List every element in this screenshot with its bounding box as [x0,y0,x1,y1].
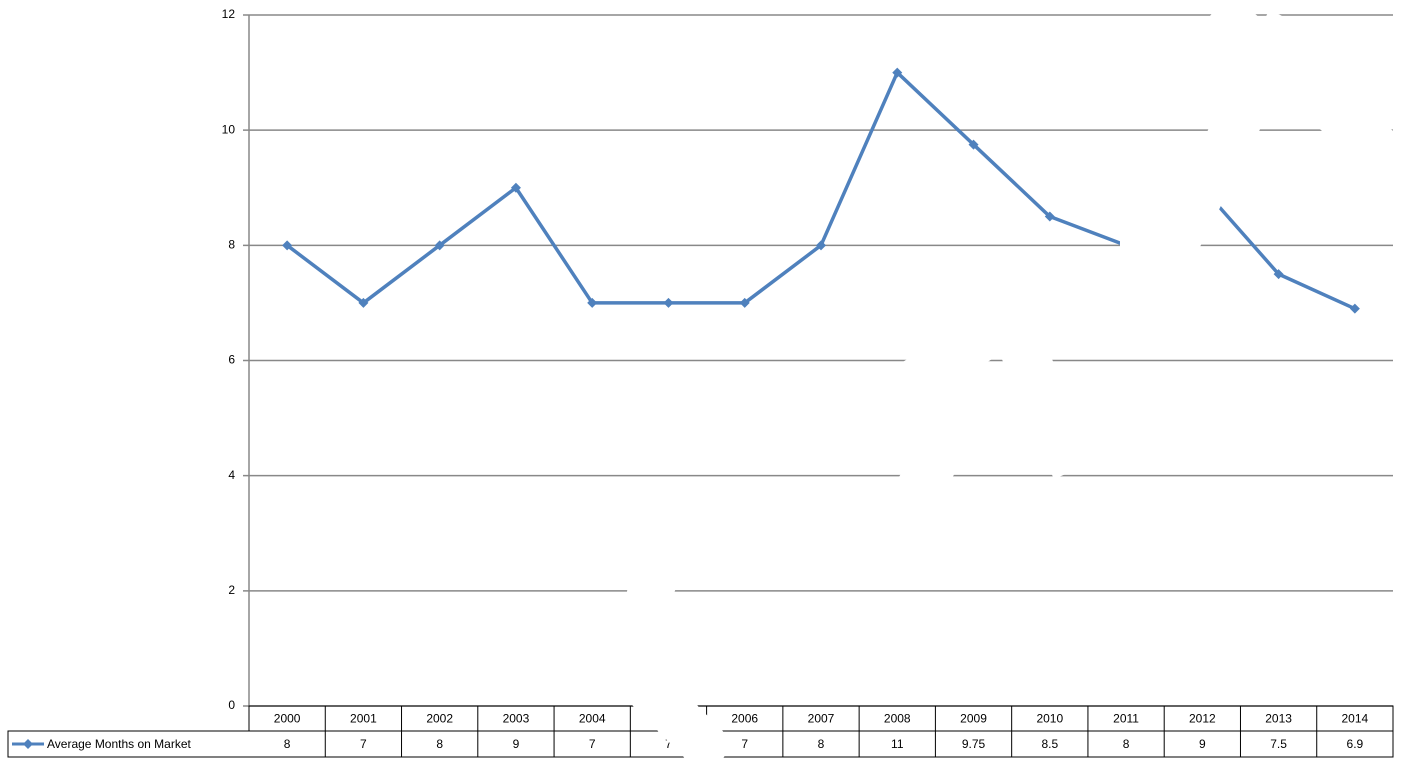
watermark-stroke [827,285,1097,480]
data-table-value: 8 [818,737,825,751]
y-tick-label: 4 [228,468,235,482]
data-point [358,297,369,308]
x-tick-label: 2012 [1189,712,1216,726]
y-tick-label: 10 [222,122,236,136]
data-point [1044,211,1055,222]
y-tick-label: 0 [228,698,235,712]
data-point [892,67,903,78]
x-tick-label: 2004 [579,712,606,726]
x-tick-label: 2000 [274,712,301,726]
data-table-value: 8.5 [1041,737,1058,751]
data-table-value: 9.75 [962,737,986,751]
data-point [1349,303,1360,314]
y-tick-label: 12 [222,7,236,21]
watermark-stroke [1120,127,1244,320]
data-table-value: 7 [589,737,596,751]
watermark [583,0,1395,761]
data-point [968,139,979,150]
x-tick-label: 2007 [808,712,835,726]
data-point [1273,269,1284,280]
watermark-stroke [1200,0,1395,168]
data-point [739,297,750,308]
x-tick-label: 2001 [350,712,377,726]
x-tick-label: 2008 [884,712,911,726]
data-table-value: 9 [513,737,520,751]
data-table-value: 8 [436,737,443,751]
x-tick-label: 2002 [426,712,453,726]
legend-label: Average Months on Market [47,737,192,751]
legend-marker [23,739,33,749]
data-point [663,297,674,308]
x-tick-label: 2011 [1113,712,1139,726]
watermark-stroke [583,623,737,761]
data-table-value: 7 [741,737,748,751]
data-point [587,297,598,308]
data-table-value: 7 [665,737,672,751]
data-point [510,182,521,193]
x-tick-label: 2006 [731,712,758,726]
data-table-value: 7 [360,737,367,751]
data-table-value: 7.5 [1270,737,1287,751]
data-table-value: 6.9 [1347,737,1364,751]
data-table-value: 8 [1123,737,1130,751]
x-tick-label: 2009 [960,712,987,726]
data-point [434,240,445,251]
x-tick-label: 2013 [1265,712,1292,726]
x-tick-label: 2014 [1342,712,1369,726]
data-point [816,240,826,251]
watermark-stroke [624,497,839,721]
data-table-value: 9 [1199,737,1206,751]
y-tick-label: 2 [228,583,235,597]
x-tick-label: 2010 [1036,712,1063,726]
y-tick-label: 6 [228,353,235,367]
data-point [282,240,293,251]
y-tick-label: 8 [228,238,235,252]
data-table-value: 8 [284,737,291,751]
data-table-value: 11 [891,737,904,751]
watermark-stroke [880,408,980,532]
x-tick-label: 2003 [503,712,530,726]
